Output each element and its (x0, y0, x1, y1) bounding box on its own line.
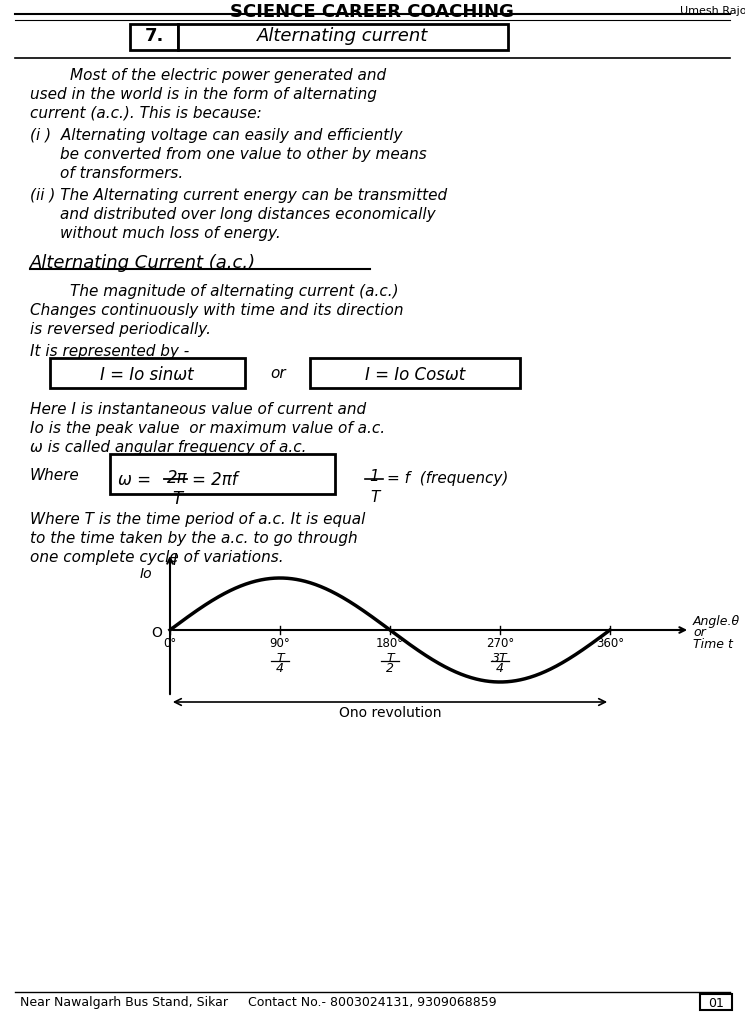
Text: I = Io Cosωt: I = Io Cosωt (365, 366, 465, 384)
Text: ω =: ω = (118, 471, 156, 489)
Text: T: T (172, 490, 182, 508)
Text: ω is called angular frequency of a.c.: ω is called angular frequency of a.c. (30, 440, 306, 455)
Text: = 2πf: = 2πf (192, 471, 238, 489)
Text: 3T: 3T (492, 652, 508, 665)
Text: or: or (270, 366, 286, 381)
Text: Here I is instantaneous value of current and: Here I is instantaneous value of current… (30, 402, 366, 417)
Text: 90°: 90° (270, 637, 291, 650)
Text: Where T is the time period of a.c. It is equal: Where T is the time period of a.c. It is… (30, 512, 365, 527)
Bar (110, 454, 335, 494)
Text: and distributed over long distances economically: and distributed over long distances econ… (60, 207, 436, 222)
Text: of transformers.: of transformers. (60, 166, 183, 181)
Text: Umesh Rajoria: Umesh Rajoria (680, 6, 745, 16)
Text: 4: 4 (276, 662, 284, 675)
Text: used in the world is in the form of alternating: used in the world is in the form of alte… (30, 87, 377, 102)
Text: Contact No.- 8003024131, 9309068859: Contact No.- 8003024131, 9309068859 (247, 996, 496, 1009)
Text: Alternating current: Alternating current (257, 27, 428, 45)
Text: 7.: 7. (145, 27, 164, 45)
Text: one complete cycle of variations.: one complete cycle of variations. (30, 550, 284, 565)
Text: current (a.c.). This is because:: current (a.c.). This is because: (30, 106, 261, 121)
Text: is reversed periodically.: is reversed periodically. (30, 322, 211, 337)
Bar (130, 24, 178, 50)
Text: 01: 01 (708, 997, 724, 1010)
Text: to the time taken by the a.c. to go through: to the time taken by the a.c. to go thro… (30, 531, 358, 546)
Text: (i )  Alternating voltage can easily and efficiently: (i ) Alternating voltage can easily and … (30, 128, 402, 143)
Text: 1: 1 (369, 469, 378, 484)
Text: 2: 2 (386, 662, 394, 675)
Text: T: T (386, 652, 394, 665)
Text: It is represented by -: It is represented by - (30, 344, 189, 359)
Text: Changes continuously with time and its direction: Changes continuously with time and its d… (30, 303, 404, 318)
Text: without much loss of energy.: without much loss of energy. (60, 226, 281, 241)
Text: Alternating Current (a.c.): Alternating Current (a.c.) (30, 254, 256, 272)
Text: Io is the peak value  or maximum value of a.c.: Io is the peak value or maximum value of… (30, 421, 385, 436)
Text: (ii ) The Alternating current energy can be transmitted: (ii ) The Alternating current energy can… (30, 188, 447, 203)
Text: Io: Io (139, 567, 152, 581)
Text: Ono revolution: Ono revolution (339, 706, 441, 720)
Text: Time t: Time t (693, 638, 733, 650)
Text: 360°: 360° (596, 637, 624, 650)
Text: T: T (370, 490, 379, 505)
Text: Angle.θ: Angle.θ (693, 615, 740, 629)
Bar (50, 358, 245, 388)
Text: The magnitude of alternating current (a.c.): The magnitude of alternating current (a.… (70, 284, 399, 299)
Text: or: or (693, 626, 706, 639)
Bar (310, 358, 520, 388)
Text: T: T (276, 652, 284, 665)
Text: 4: 4 (496, 662, 504, 675)
Text: I = Io sinωt: I = Io sinωt (100, 366, 194, 384)
Text: Near Nawalgarh Bus Stand, Sikar: Near Nawalgarh Bus Stand, Sikar (20, 996, 228, 1009)
Text: 0°: 0° (163, 637, 177, 650)
Text: Where: Where (30, 468, 80, 483)
Text: be converted from one value to other by means: be converted from one value to other by … (60, 147, 427, 162)
Text: I: I (173, 553, 177, 568)
Bar (178, 24, 508, 50)
Text: 2π: 2π (167, 469, 188, 487)
Text: Most of the electric power generated and: Most of the electric power generated and (70, 68, 386, 83)
Text: 180°: 180° (376, 637, 404, 650)
Text: SCIENCE CAREER COACHING: SCIENCE CAREER COACHING (230, 3, 514, 22)
Text: = f  (frequency): = f (frequency) (387, 471, 508, 486)
Bar (700, 994, 732, 1010)
Text: 270°: 270° (486, 637, 514, 650)
Text: O: O (151, 626, 162, 640)
